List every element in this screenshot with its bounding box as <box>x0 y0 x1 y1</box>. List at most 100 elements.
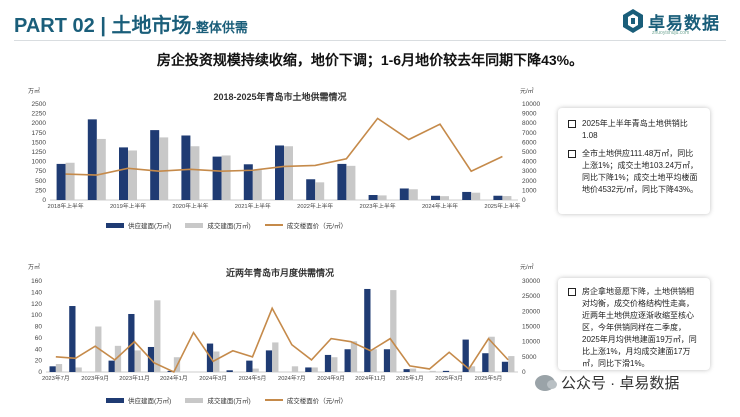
header: PART 02 | 土地市场-整体供需 卓易数据 zhuoyishuju.com <box>0 0 740 40</box>
chart1-x-tick: 2024年上半年 <box>422 202 458 210</box>
chart1-bar-supply <box>462 191 472 200</box>
chart1-bar-deal <box>190 146 200 200</box>
card1-item-1-text: 2025年上半年青岛土地供销比1.08 <box>582 119 688 140</box>
chart1-bar-deal <box>252 170 262 200</box>
chart2-bar-deal <box>114 345 122 372</box>
chart2-x-tick: 2024年3月 <box>199 374 227 382</box>
summary-card-2: 房企拿地意愿下降，土地供销相对均衡，成交价格结构性走高，近两年土地供应逐渐收缩至… <box>558 278 710 370</box>
chart2-bar-supply <box>167 370 174 372</box>
chart2-y-tick: 20 <box>35 358 43 365</box>
card2-item-1: 房企拿地意愿下降，土地供销相对均衡，成交价格结构性走高，近两年土地供应逐渐收缩至… <box>568 286 700 370</box>
chart2-y-tick: 80 <box>35 324 43 331</box>
chart2-x-tick: 2025年3月 <box>435 374 463 382</box>
chart1-bar-supply <box>56 163 66 200</box>
chart1-y-tick: 1000 <box>32 159 47 166</box>
chart2-y-tick: 120 <box>31 301 42 308</box>
legend-label-supply: 供应建面(万㎡) <box>128 223 172 230</box>
legend-label-price: 成交楼面价（元/㎡） <box>286 223 347 230</box>
chart2-y-tick: 0 <box>38 369 42 376</box>
chart2-bar-deal <box>252 368 259 372</box>
legend-swatch-supply <box>106 222 124 228</box>
chart1-y-tick: 1250 <box>32 149 47 156</box>
chart1-bar-supply <box>337 163 347 200</box>
chart2-bar-supply <box>462 339 469 372</box>
chart2-bar-deal <box>370 349 377 372</box>
chart2-bar-supply <box>128 313 135 372</box>
chart2-x-tick: 2025年1月 <box>396 374 424 382</box>
headline: 房企投资规模持续收缩，地价下调；1-6月地价较去年同期下降43%。 <box>156 52 584 68</box>
chart1-bar-supply <box>431 195 440 200</box>
chart1-x-tick: 2023年上半年 <box>360 202 396 210</box>
summary-card-1: 2025年上半年青岛土地供销比1.08 全市土地供应111.48万㎡，同比上涨1… <box>558 108 710 214</box>
chart2-bar-deal <box>213 351 220 372</box>
chart1-y2-tick: 3000 <box>522 168 537 175</box>
chart1-y2-tick: 8000 <box>522 120 537 127</box>
chart1-y-tick: 1500 <box>32 139 47 146</box>
watermark: 公众号 · 卓易数据 <box>535 372 679 393</box>
card1-item-2: 全市土地供应111.48万㎡，同比上涨1%；成交土地103.24万㎡，同比下降1… <box>568 148 700 196</box>
chart2-bar-supply <box>147 346 155 372</box>
chart2-y-tick: 100 <box>31 312 42 319</box>
chart2-x-tick: 2025年5月 <box>475 374 503 382</box>
chart2-bar-supply <box>265 350 273 372</box>
legend2-swatch-deal <box>185 397 204 403</box>
chart2-legend: 供应建面(万㎡) 成交建面(万㎡) 成交楼面价（元/㎡） <box>106 395 361 405</box>
chart1-x-tick: 2018年上半年 <box>48 202 84 210</box>
chart1-bar-supply <box>306 179 316 200</box>
chart1-bar-deal <box>377 195 387 200</box>
chart1-x-tick: 2021年上半年 <box>235 202 271 210</box>
chart2-bar-deal <box>468 366 476 372</box>
chart1-left-unit: 万㎡ <box>28 89 41 95</box>
chart1-bar-deal <box>315 182 325 200</box>
chart1-y-tick: 0 <box>42 197 46 204</box>
chart1-y2-tick: 10000 <box>522 101 540 108</box>
chart2-y2-tick: 5000 <box>522 354 537 361</box>
chart2-bar-supply <box>69 306 76 372</box>
card1-item-2-text: 全市土地供应111.48万㎡，同比上涨1%；成交土地103.24万㎡，同比下降1… <box>582 149 699 194</box>
chart2-title: 近两年青岛市月度供需情况 <box>225 268 334 278</box>
chart1-bar-supply <box>181 135 191 200</box>
chart1-y-tick: 750 <box>35 168 46 175</box>
chart2-y2-tick: 20000 <box>522 308 540 315</box>
chart1-bar-supply <box>493 195 503 200</box>
chart2-price-line <box>55 306 509 374</box>
chart2-y-tick: 160 <box>31 278 42 285</box>
chart1-y2-tick: 1000 <box>522 187 537 194</box>
chart1-bar-deal <box>471 192 481 200</box>
brand-logo: 卓易数据 zhuoyishuju.com <box>622 6 720 36</box>
chart2-bar-deal <box>331 357 338 372</box>
chart1-y2-tick: 0 <box>522 197 526 204</box>
legend-swatch-price <box>264 224 283 226</box>
chart2-bar-supply <box>482 353 489 372</box>
chart2-y-tick: 40 <box>35 346 43 353</box>
checkbox-icon <box>568 120 576 128</box>
chart2-x-tick: 2024年7月 <box>278 374 306 382</box>
chart1-y2-tick: 2000 <box>522 178 537 185</box>
legend-item-deal: 成交建面(万㎡) <box>185 220 251 230</box>
legend2-swatch-supply <box>106 397 124 403</box>
chart1-bar-supply <box>399 188 409 200</box>
chart2-bar-deal <box>134 350 141 372</box>
chart1-bar-deal <box>221 155 231 200</box>
checkbox-icon <box>568 150 576 158</box>
chart2-x-tick: 2024年5月 <box>239 374 267 382</box>
chart2-bar-deal <box>429 370 436 372</box>
chart1-bar-supply <box>212 156 222 200</box>
chart2-x-tick: 2023年7月 <box>42 374 70 382</box>
chart1-bar-deal <box>96 138 106 200</box>
chart2-y-tick: 140 <box>31 289 42 296</box>
chart2-y2-tick: 25000 <box>522 293 540 300</box>
chart1-y2-tick: 9000 <box>522 111 537 118</box>
checkbox-icon <box>568 288 576 296</box>
chart2-bar-deal <box>55 364 63 372</box>
card1-item-1: 2025年上半年青岛土地供销比1.08 <box>568 118 700 142</box>
chart2-bar-deal <box>272 342 279 372</box>
chart2-bar-supply <box>442 370 450 372</box>
chart2-bar-supply <box>246 360 253 372</box>
chart2-right-unit: 元/㎡ <box>520 265 534 271</box>
chart1-x-tick: 2020年上半年 <box>172 202 208 210</box>
chart1-y2-tick: 7000 <box>522 130 537 137</box>
chart2-y2-tick: 30000 <box>522 278 540 285</box>
chart1-y-tick: 500 <box>35 178 46 185</box>
logo-icon <box>623 9 643 33</box>
